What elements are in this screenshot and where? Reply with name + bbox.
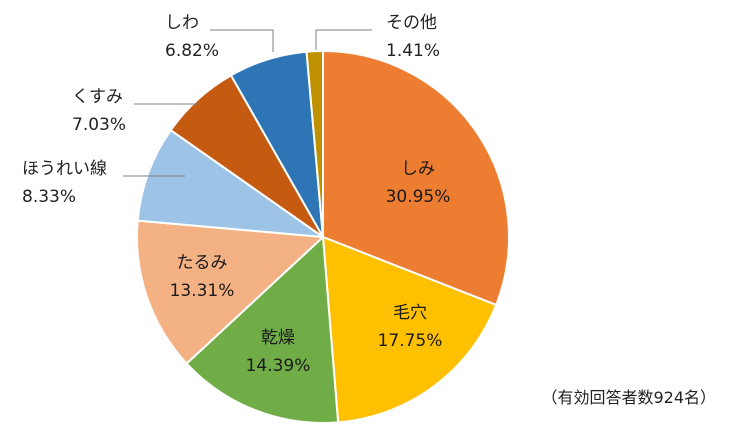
pie-slices [136,50,510,424]
slice-name-label: 乾燥 [261,328,295,348]
pie-slice-3 [185,236,340,424]
pie-slice-8 [305,50,324,238]
slice-name-label: 毛穴 [393,303,427,323]
slice-value-label: 13.31% [170,281,235,301]
pie-slice-5 [136,129,324,238]
pie-slice-1 [322,50,510,306]
slice-value-label: 17.75% [378,331,443,351]
slice-value-label: 30.95% [386,187,451,207]
leader-lines [123,29,372,177]
leader-line [315,29,372,50]
respondent-count-note: （有効回答者数924名） [541,388,716,407]
slice-labels: しみ 30.95% 毛穴 17.75% 乾燥 14.39% たるみ 13.31% ほうれい線 8.… [22,13,450,376]
slice-value-label: 8.33% [22,187,76,207]
slice-value-label: 14.39% [246,356,311,376]
slice-name-label: しみ [401,159,435,179]
pie-slice-4 [136,219,324,365]
slice-value-label: 1.41% [386,41,440,61]
slice-value-label: 6.82% [165,41,219,61]
slice-value-label: 7.03% [72,115,126,135]
slice-name-label: ほうれい線 [22,159,107,179]
slice-name-label: くすみ [72,87,123,107]
slice-name-label: しわ [165,13,199,33]
slice-name-label: その他 [386,13,437,33]
leader-line [210,29,274,52]
slice-name-label: たるみ [177,253,228,273]
pie-slice-2 [322,236,498,424]
